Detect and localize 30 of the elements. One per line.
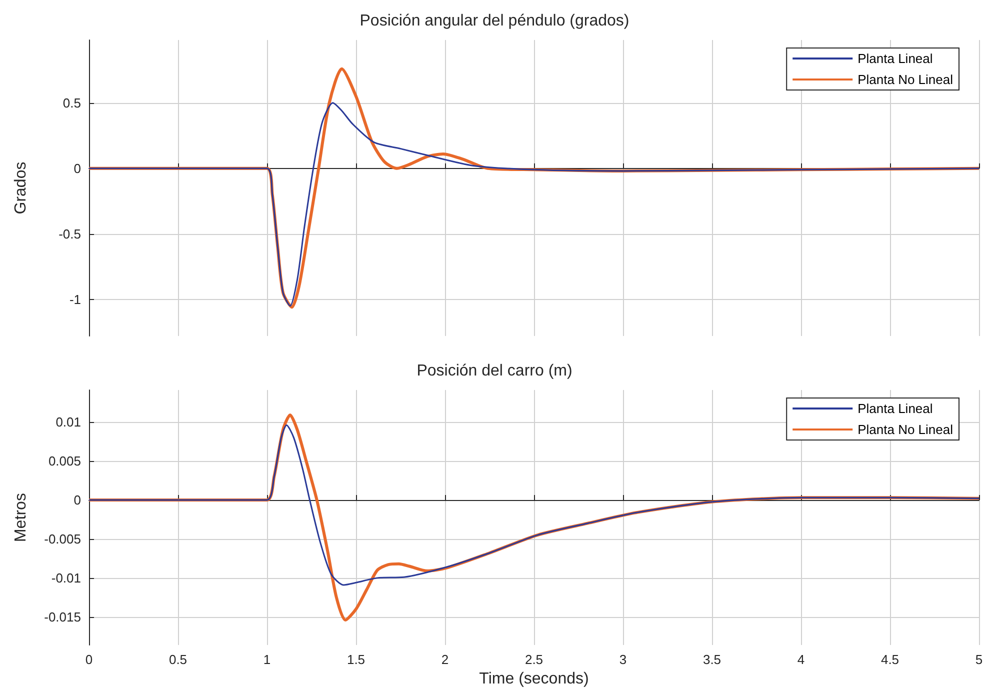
- y-tick-label: -0.5: [58, 226, 81, 242]
- y-tick-label: -0.01: [51, 570, 81, 586]
- x-tick-label: 5: [975, 652, 983, 667]
- x-tick-label: 2.5: [524, 652, 544, 667]
- x-tick-label: 2: [441, 652, 449, 667]
- y-tick-label: 0.01: [56, 414, 81, 430]
- y-axis-title: Grados: [12, 162, 30, 214]
- y-tick-label: -0.015: [44, 609, 81, 624]
- y-tick-label: 0: [74, 492, 81, 508]
- legend-label: Planta No Lineal: [858, 422, 954, 437]
- legend-label: Planta Lineal: [858, 51, 933, 66]
- x-tick-label: 4.5: [880, 652, 900, 667]
- y-tick-label: -0.005: [44, 531, 81, 546]
- x-tick-label: 0.5: [168, 652, 188, 667]
- x-tick-label: 0: [85, 652, 93, 667]
- legend-label: Planta No Lineal: [858, 72, 954, 87]
- x-tick-label: 3: [619, 652, 627, 667]
- chart-title: Posición del carro (m): [416, 362, 572, 380]
- x-tick-label: 3.5: [702, 652, 722, 667]
- y-axis-title: Metros: [12, 493, 30, 542]
- x-axis-title: Time (seconds): [479, 670, 589, 688]
- y-tick-label: -1: [69, 292, 81, 307]
- x-tick-label: 1.5: [346, 652, 366, 667]
- y-tick-label: 0.5: [62, 95, 81, 110]
- x-tick-label: 1: [263, 652, 271, 667]
- chart-title: Posición angular del péndulo (grados): [360, 12, 630, 30]
- x-tick-label: 4: [797, 652, 805, 667]
- y-tick-label: 0: [74, 160, 81, 176]
- legend-label: Planta Lineal: [858, 401, 933, 416]
- y-tick-label: 0.005: [48, 453, 81, 468]
